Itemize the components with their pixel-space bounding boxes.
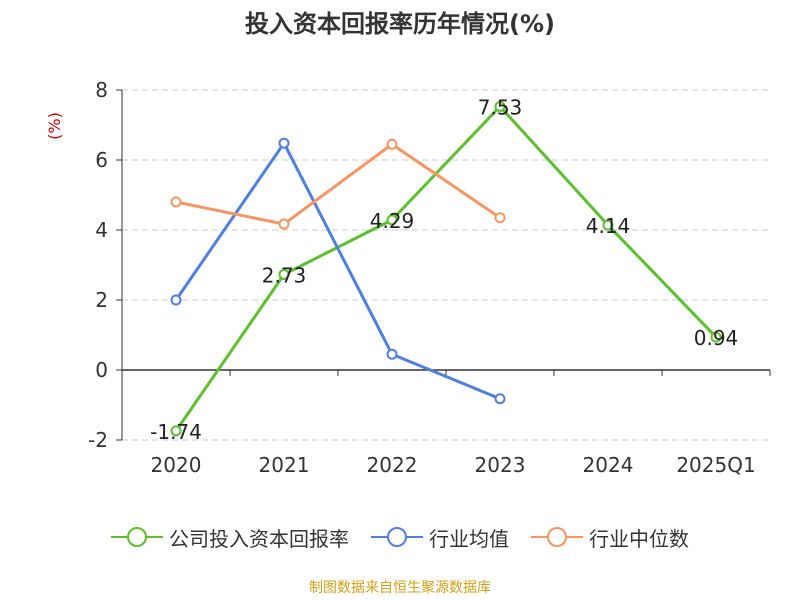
data-label: 2.73	[262, 263, 307, 287]
series-line	[174, 141, 501, 401]
y-tick-label: -2	[88, 428, 108, 452]
data-source-note: 制图数据来自恒生聚源数据库	[309, 580, 491, 596]
legend-label: 行业均值	[429, 526, 509, 551]
legend-label: 行业中位数	[589, 526, 689, 551]
legend-line-circle-icon	[371, 527, 423, 547]
legend-line-circle-icon	[531, 527, 583, 547]
data-point	[278, 137, 290, 149]
legend-item[interactable]: 行业中位数	[531, 523, 689, 552]
data-labels: -1.74 2.73 4.29 7.53 4.14 0.94	[150, 95, 738, 443]
data-label: 4.14	[586, 214, 631, 238]
legend: 公司投入资本回报率 行业均值 行业中位数	[0, 520, 800, 554]
data-point	[602, 219, 614, 231]
series-lines	[170, 100, 722, 437]
data-point	[386, 138, 398, 150]
line-chart: -2 0 2 4 6 8 2020 2021 2022 2023 2024 2025Q1 (%) -1…	[45, 78, 771, 477]
y-tick-label: 2	[95, 288, 108, 312]
x-tick-label: 2020	[151, 453, 202, 477]
y-axis-label: (%)	[45, 112, 64, 140]
data-label: -1.74	[150, 420, 202, 444]
y-tick-label: 8	[95, 78, 108, 102]
series-line	[175, 142, 501, 226]
x-tick-label: 2024	[583, 453, 634, 477]
x-tick-label: 2025Q1	[676, 453, 755, 477]
chart-title: 投入资本回报率历年情况(%)	[245, 10, 555, 38]
data-point	[494, 393, 506, 405]
y-tick-label: 0	[95, 358, 108, 382]
grid-lines	[122, 89, 770, 441]
data-point	[170, 425, 182, 437]
data-point	[170, 294, 182, 306]
data-label: 4.29	[370, 209, 415, 233]
series-line	[174, 104, 718, 432]
legend-label: 公司投入资本回报率	[169, 526, 349, 551]
x-tick-label: 2023	[475, 453, 526, 477]
y-tick-label: 4	[95, 218, 108, 242]
data-point	[386, 214, 398, 226]
y-tick-label: 6	[95, 148, 108, 172]
data-label: 0.94	[694, 326, 739, 350]
data-point	[170, 196, 182, 208]
x-tick-label: 2021	[259, 453, 310, 477]
data-point	[494, 212, 506, 224]
data-point	[278, 218, 290, 230]
data-point	[710, 331, 722, 343]
legend-item[interactable]: 行业均值	[371, 523, 509, 552]
data-point	[278, 268, 290, 280]
axes: -2 0 2 4 6 8 2020 2021 2022 2023 2024 2025Q1	[88, 78, 771, 477]
data-point	[386, 348, 398, 360]
legend-item[interactable]: 公司投入资本回报率	[111, 523, 349, 552]
x-tick-label: 2022	[367, 453, 418, 477]
data-label: 7.53	[478, 95, 523, 119]
legend-line-circle-icon	[111, 527, 163, 547]
data-point	[494, 100, 506, 112]
